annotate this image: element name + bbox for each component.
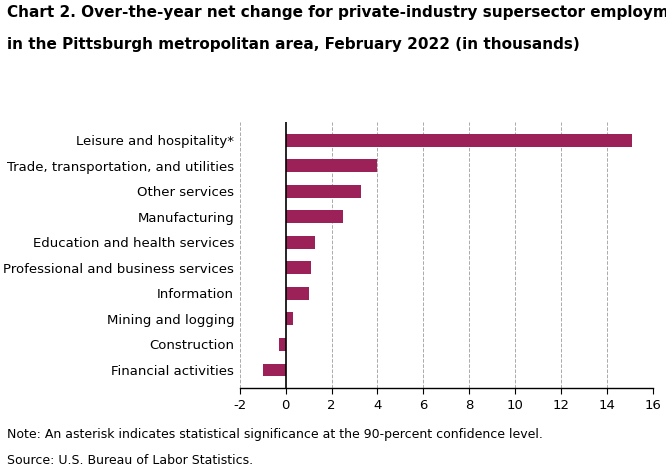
Bar [262,364,286,376]
Text: in the Pittsburgh metropolitan area, February 2022 (in thousands): in the Pittsburgh metropolitan area, Feb… [7,37,579,52]
Bar [286,211,343,223]
Bar [286,262,311,274]
Text: Note: An asterisk indicates statistical significance at the 90-percent confidenc: Note: An asterisk indicates statistical … [7,428,543,441]
Text: Source: U.S. Bureau of Labor Statistics.: Source: U.S. Bureau of Labor Statistics. [7,454,253,467]
Bar [286,313,292,325]
Bar [286,134,632,146]
Bar [286,159,378,172]
Bar [279,338,286,351]
Bar [286,287,308,300]
Bar [286,236,316,249]
Text: Chart 2. Over-the-year net change for private-industry supersector employment: Chart 2. Over-the-year net change for pr… [7,5,666,20]
Bar [286,185,362,197]
